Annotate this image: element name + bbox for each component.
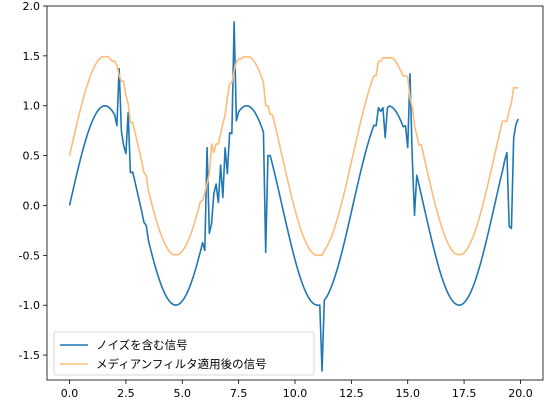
x-tick-label: 20.0 (508, 387, 533, 400)
x-tick-label: 15.0 (395, 387, 420, 400)
x-tick-label: 10.0 (283, 387, 308, 400)
y-tick-label: -1.0 (19, 299, 40, 312)
legend-box (53, 331, 315, 376)
y-axis: -1.5 -1.0 -0.5 0.0 0.5 1.0 1.5 2.0 (19, 0, 47, 362)
plot-area (47, 6, 543, 380)
x-tick-label: 7.5 (230, 387, 248, 400)
x-tick-label: 2.5 (117, 387, 135, 400)
legend-label-filtered: メディアンフィルタ適用後の信号 (96, 357, 267, 371)
x-axis: 0.0 2.5 5.0 7.5 10.0 12.5 15.0 17.5 20.0 (61, 380, 533, 400)
legend: ノイズを含む信号 メディアンフィルタ適用後の信号 (53, 331, 315, 376)
x-tick-label: 0.0 (61, 387, 79, 400)
series-line-noisy (68, 21, 519, 372)
x-tick-label: 5.0 (174, 387, 192, 400)
series-layer (68, 21, 519, 372)
y-tick-label: 0.5 (23, 150, 41, 163)
legend-label-noisy: ノイズを含む信号 (96, 338, 188, 352)
y-tick-label: 0.0 (23, 199, 41, 212)
y-tick-label: 2.0 (23, 0, 41, 13)
y-tick-label: -0.5 (19, 249, 40, 262)
x-tick-label: 12.5 (339, 387, 364, 400)
y-tick-label: 1.5 (23, 50, 41, 63)
series-line-filtered (68, 55, 519, 257)
y-tick-label: -1.5 (19, 349, 40, 362)
x-tick-label: 17.5 (452, 387, 477, 400)
y-tick-label: 1.0 (23, 100, 41, 113)
